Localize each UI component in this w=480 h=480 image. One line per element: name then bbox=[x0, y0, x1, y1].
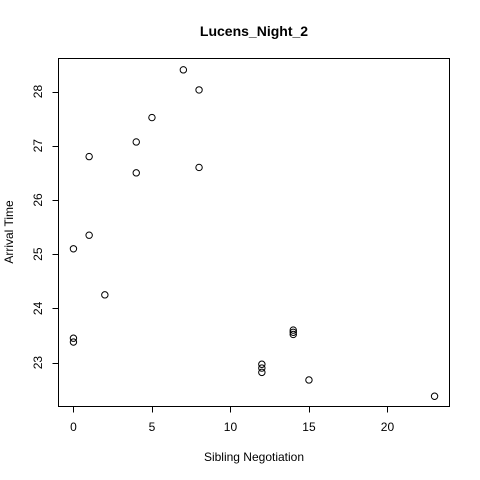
data-point bbox=[85, 231, 93, 239]
x-tick-label: 0 bbox=[70, 420, 77, 434]
data-point bbox=[132, 138, 140, 146]
x-tick-label: 10 bbox=[224, 420, 238, 434]
data-point bbox=[289, 330, 297, 339]
y-axis: 23 24 25 26 27 28 bbox=[31, 85, 59, 370]
data-point bbox=[289, 328, 297, 336]
y-tick-label: 24 bbox=[31, 301, 45, 315]
data-point bbox=[305, 376, 313, 384]
data-point bbox=[69, 338, 78, 346]
chart-title: Lucens_Night_2 bbox=[200, 23, 308, 39]
data-point bbox=[132, 169, 140, 177]
data-point bbox=[148, 113, 156, 122]
x-tick-label: 5 bbox=[149, 420, 156, 434]
y-axis-title: Arrival Time bbox=[2, 200, 16, 264]
data-point bbox=[258, 368, 266, 377]
data-point bbox=[69, 334, 78, 342]
x-axis: 0 5 10 15 20 bbox=[70, 406, 395, 434]
data-point bbox=[179, 66, 188, 74]
plot-area-frame bbox=[58, 58, 450, 407]
y-tick-label: 28 bbox=[31, 85, 45, 99]
y-tick-label: 25 bbox=[31, 247, 45, 261]
data-points bbox=[69, 66, 439, 400]
x-axis-title: Sibling Negotiation bbox=[204, 450, 304, 464]
data-point bbox=[69, 245, 78, 253]
x-tick-label: 15 bbox=[302, 420, 316, 434]
x-tick-label: 20 bbox=[381, 420, 395, 434]
y-tick-label: 26 bbox=[31, 193, 45, 207]
data-point bbox=[258, 360, 266, 368]
data-point bbox=[85, 152, 93, 161]
data-point bbox=[258, 364, 266, 372]
data-point bbox=[195, 163, 203, 172]
data-point bbox=[195, 86, 203, 94]
data-point bbox=[430, 392, 439, 400]
data-point bbox=[289, 326, 297, 334]
y-tick-label: 27 bbox=[31, 139, 45, 153]
data-point bbox=[101, 291, 109, 299]
y-tick-label: 23 bbox=[31, 356, 45, 370]
